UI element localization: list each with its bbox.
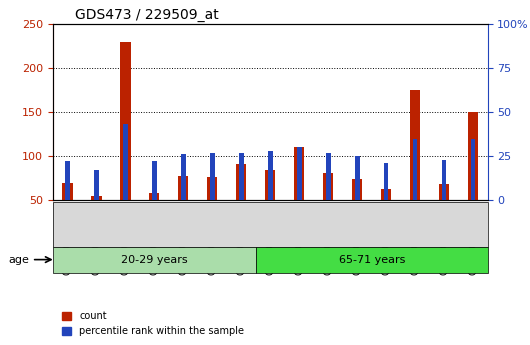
Bar [323, 173, 333, 244]
Bar [442, 160, 446, 200]
Bar [268, 151, 272, 200]
Bar [265, 170, 276, 244]
Bar [207, 177, 217, 244]
Bar [63, 183, 73, 244]
Bar [384, 163, 388, 200]
Bar [181, 154, 186, 200]
Bar [413, 138, 418, 200]
Text: 65-71 years: 65-71 years [339, 255, 405, 265]
Bar [123, 125, 128, 200]
Text: age: age [8, 255, 29, 265]
Bar [210, 152, 215, 200]
Bar [91, 196, 102, 244]
Bar [152, 161, 157, 200]
Bar [236, 164, 246, 244]
Bar [352, 179, 363, 244]
Text: 20-29 years: 20-29 years [121, 255, 188, 265]
Bar [94, 170, 99, 200]
Bar [381, 189, 391, 244]
Bar [355, 156, 359, 200]
Bar [326, 152, 331, 200]
Bar [297, 147, 302, 200]
Bar [439, 184, 449, 244]
Bar [149, 193, 160, 244]
Bar [120, 42, 130, 244]
Bar [178, 176, 189, 244]
Legend: count, percentile rank within the sample: count, percentile rank within the sample [58, 307, 248, 340]
Bar [239, 152, 244, 200]
Bar [294, 147, 304, 244]
Bar [410, 90, 420, 244]
Text: GDS473 / 229509_at: GDS473 / 229509_at [75, 8, 218, 22]
Bar [65, 161, 70, 200]
Bar [471, 138, 475, 200]
Bar [468, 112, 478, 244]
